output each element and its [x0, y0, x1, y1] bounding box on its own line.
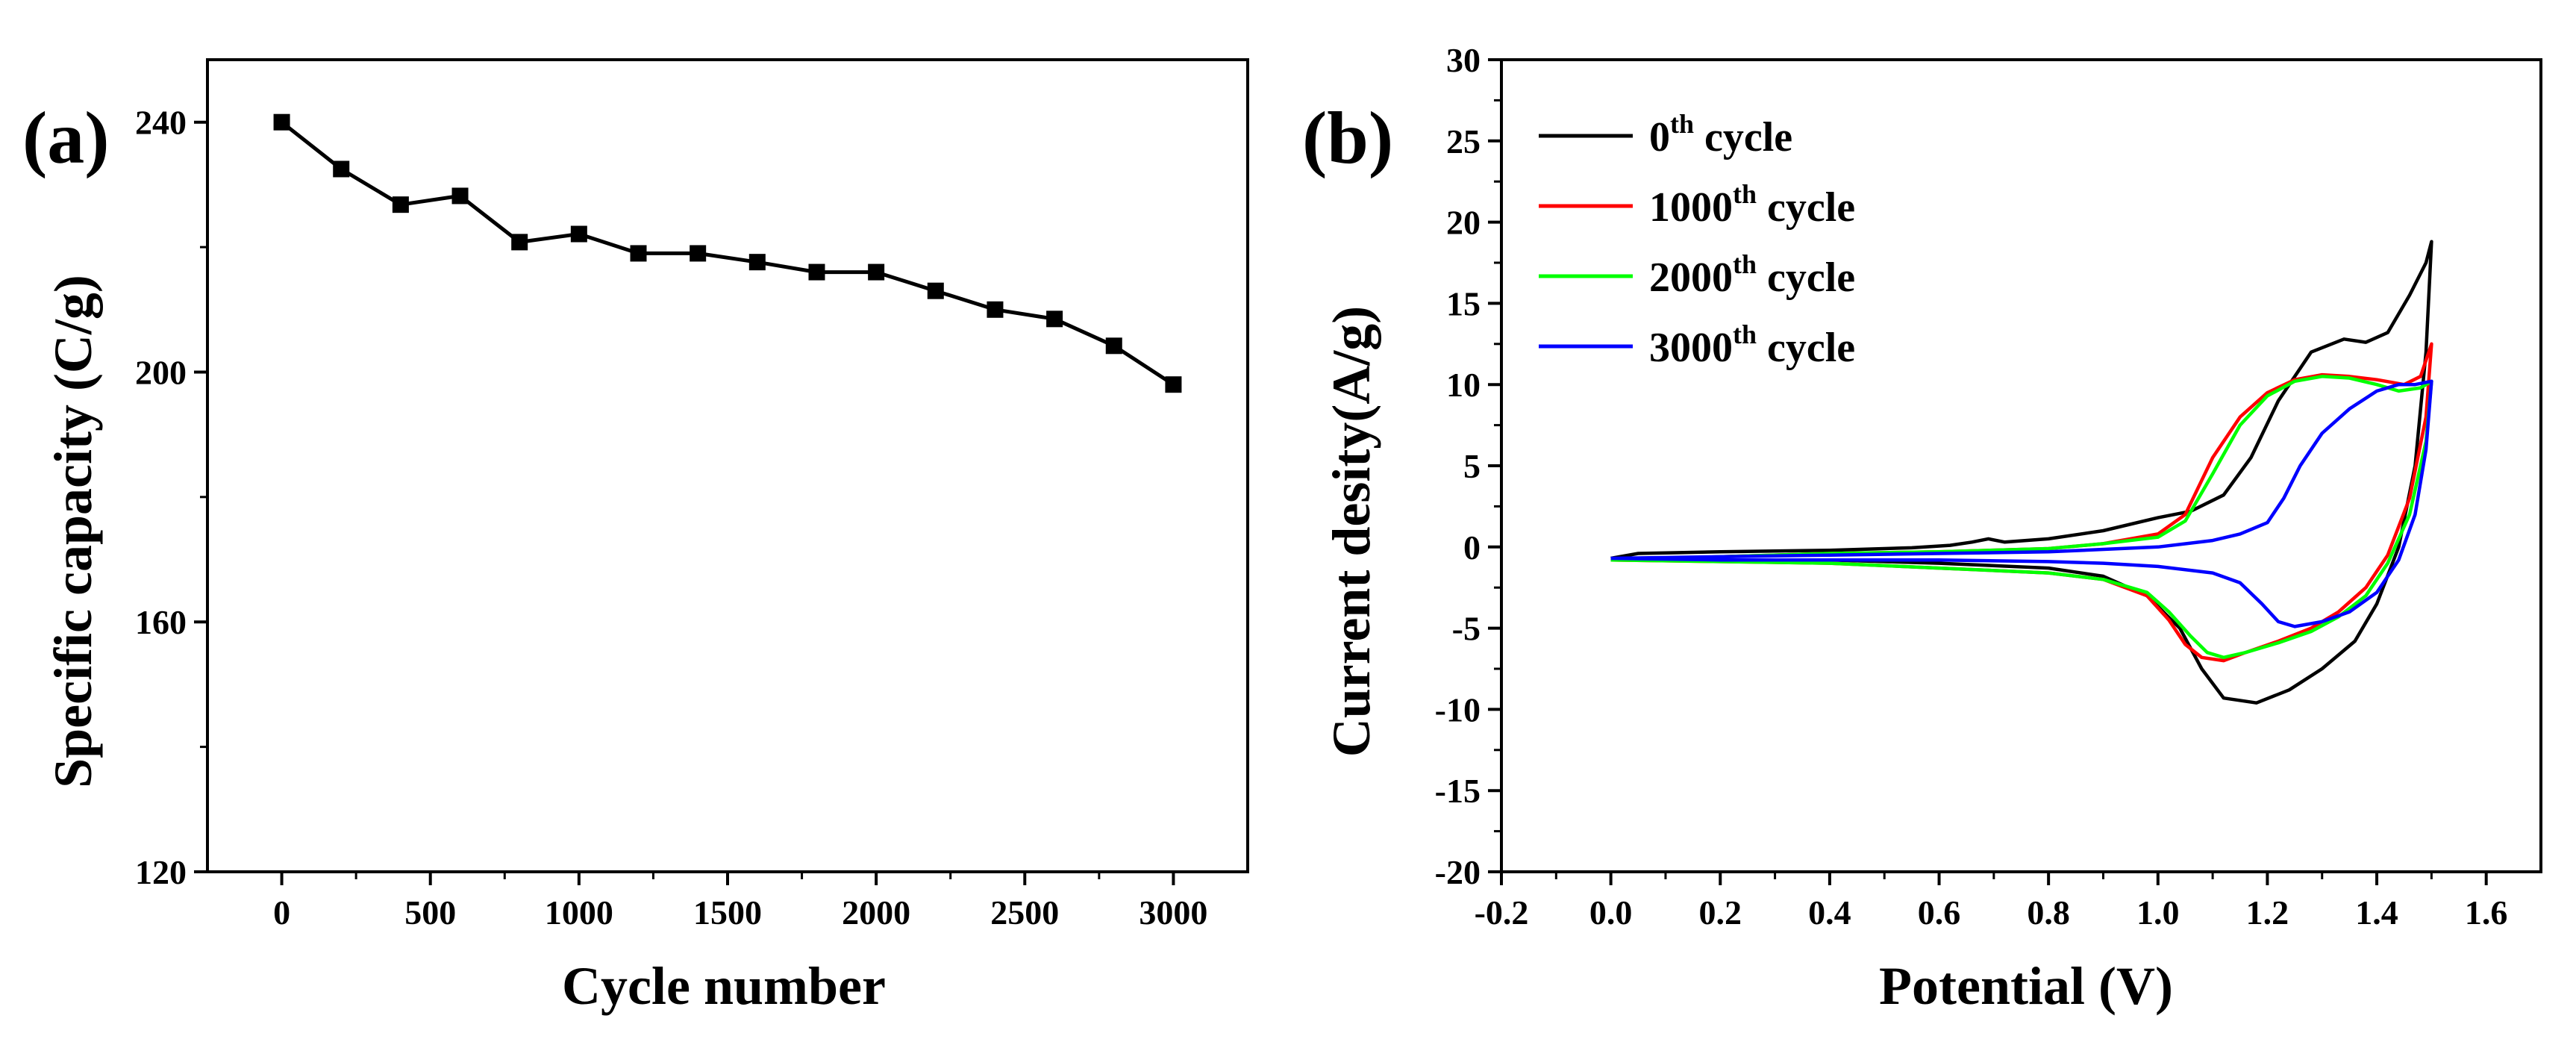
panel-b-series-line-4 — [1610, 379, 2433, 628]
panel-b-x-tick-label: 0.0 — [1589, 893, 1633, 932]
panel-a-y-tick-label: 200 — [135, 353, 187, 391]
panel-b-y-tick-label: 10 — [1446, 366, 1481, 404]
panel-b-y-tick-label: -15 — [1435, 772, 1481, 810]
panel-b-legend-label-3: 2000th cycle — [1649, 249, 1855, 301]
panel-a-data-point — [630, 245, 647, 262]
panel-a-data-point — [451, 187, 469, 205]
panel-a-series-line-1 — [281, 120, 1175, 387]
panel-a-y-tick-label: 120 — [135, 853, 187, 891]
panel-a-y-axis-title: Specific capacity (C/g) — [43, 275, 103, 788]
panel-b-y-tick-label: -5 — [1452, 610, 1481, 648]
panel-a-x-tick-label: 3000 — [1139, 893, 1207, 932]
panel-a-data-point — [392, 196, 409, 213]
panel-b-legend-label-4: 3000th cycle — [1649, 319, 1855, 371]
panel-b-y-tick-label: -20 — [1435, 853, 1481, 891]
panel-a-data-point — [273, 113, 290, 131]
panel-b-y-tick-label: 30 — [1446, 41, 1481, 79]
panel-b-x-tick-label: 1.4 — [2355, 893, 2398, 932]
panel-a-data-point — [1165, 376, 1182, 393]
panel-b-plot-frame — [1500, 58, 2542, 873]
panel-a-data-point — [808, 263, 825, 281]
panel-b-legend-label-2: 1000th cycle — [1649, 179, 1855, 231]
panel-a-data-point — [748, 254, 766, 271]
panel-a-x-tick-label: 500 — [404, 893, 456, 932]
panel-a-x-tick-label: 1500 — [693, 893, 762, 932]
panel-a-x-tick-label: 2000 — [842, 893, 910, 932]
panel-a-data-point — [987, 301, 1004, 318]
panel-a-data-point — [690, 245, 707, 262]
panel-a-y-tick-label: 240 — [135, 104, 187, 142]
panel-b-y-axis-title: Current desity(A/g) — [1322, 306, 1381, 758]
panel-b-x-tick-label: -0.2 — [1475, 893, 1529, 932]
panel-a-data-point — [511, 234, 528, 251]
panel-a-chart: (a) Cycle number Specific capacity (C/g)… — [22, 58, 1249, 1016]
panel-a-x-tick-label: 2500 — [990, 893, 1059, 932]
panel-b-chart: (b) Potential (V) Current desity(A/g) -0… — [1302, 41, 2542, 1016]
panel-a-data-point — [570, 225, 587, 243]
panel-a-y-tick-label: 160 — [135, 603, 187, 641]
panel-b-y-tick-label: 0 — [1463, 528, 1481, 567]
panel-a-x-tick-label: 0 — [273, 893, 290, 932]
panel-b-legend: 0th cycle 1000th cycle 2000th cycle 3000th … — [1539, 109, 1855, 371]
panel-a-label: (a) — [22, 96, 110, 179]
panel-b-y-tick-label: 5 — [1463, 447, 1481, 485]
panel-b-legend-label-1: 0th cycle — [1649, 109, 1792, 160]
panel-a-data-point — [868, 263, 885, 281]
panel-b-series-line-2 — [1610, 342, 2433, 663]
panel-b-y-tick-label: 25 — [1446, 122, 1481, 160]
panel-b-x-tick-label: 0.6 — [1918, 893, 1961, 932]
panel-b-y-tick-label: 15 — [1446, 284, 1481, 322]
panel-a-data-point — [1046, 311, 1063, 328]
panel-b-x-tick-label: 1.0 — [2136, 893, 2180, 932]
panel-a-data-point — [1105, 337, 1122, 355]
panel-a-x-tick-label: 1000 — [545, 893, 613, 932]
panel-b-series-line-3 — [1610, 375, 2433, 660]
panel-b-x-tick-label: 0.2 — [1699, 893, 1742, 932]
panel-b-x-tick-label: 1.2 — [2246, 893, 2289, 932]
panel-b-x-tick-label: 0.8 — [2027, 893, 2070, 932]
panel-b-y-tick-label: 20 — [1446, 204, 1481, 242]
panel-a-data-point — [333, 160, 350, 178]
panel-a-data-point — [927, 282, 944, 299]
panel-a-x-axis-title: Cycle number — [562, 956, 886, 1016]
panel-b-y-tick-label: -10 — [1435, 690, 1481, 728]
panel-b-x-axis-title: Potential (V) — [1879, 956, 2173, 1016]
panel-b-label: (b) — [1302, 96, 1393, 179]
panel-b-x-tick-label: 0.4 — [1808, 893, 1851, 932]
panel-b-x-tick-label: 1.6 — [2465, 893, 2508, 932]
